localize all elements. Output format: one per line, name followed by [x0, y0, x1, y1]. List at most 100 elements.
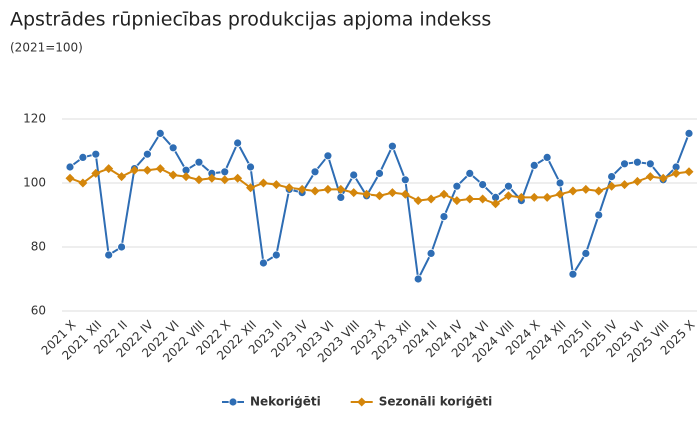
data-point	[78, 178, 88, 188]
data-point	[91, 149, 101, 159]
data-point	[349, 188, 359, 198]
data-point	[168, 143, 178, 153]
legend-marker	[228, 397, 238, 407]
data-point	[478, 180, 488, 190]
data-point	[336, 192, 346, 202]
data-point	[413, 196, 423, 206]
data-point	[323, 184, 333, 194]
data-point	[117, 242, 126, 252]
data-point	[65, 173, 75, 183]
chart-title: Apstrādes rūpniecības produkcijas apjoma…	[10, 9, 491, 31]
legend-marker	[357, 397, 367, 407]
y-tick-label: 60	[31, 304, 46, 318]
data-point	[246, 162, 255, 172]
data-point	[233, 138, 243, 148]
data-point	[504, 181, 513, 191]
data-point	[142, 165, 152, 175]
data-point	[65, 162, 75, 172]
y-tick-label: 80	[31, 240, 46, 254]
data-point	[104, 250, 114, 260]
data-point	[78, 152, 88, 162]
data-point	[645, 159, 655, 169]
data-point	[452, 181, 462, 191]
data-point	[568, 269, 578, 279]
data-point	[362, 189, 372, 199]
data-point	[413, 274, 423, 284]
data-point	[620, 159, 629, 169]
data-point	[387, 141, 397, 151]
chart-subtitle: (2021=100)	[10, 41, 83, 55]
data-point	[323, 151, 333, 161]
data-point	[426, 194, 436, 204]
data-point	[271, 180, 281, 190]
data-point	[233, 173, 243, 183]
data-point	[220, 175, 230, 185]
data-point	[375, 191, 384, 201]
data-point	[426, 248, 436, 258]
data-point	[633, 157, 642, 167]
data-point	[387, 188, 397, 198]
legend-label: Sezonāli koriģēti	[379, 395, 493, 409]
data-point	[181, 172, 191, 182]
data-point	[568, 186, 578, 196]
data-point	[594, 186, 604, 196]
data-point	[439, 212, 449, 222]
data-point	[465, 194, 475, 204]
data-point	[207, 173, 217, 183]
data-point	[671, 168, 681, 178]
data-point	[400, 175, 410, 185]
series-line	[69, 131, 690, 283]
data-point	[129, 165, 139, 175]
data-point	[581, 248, 591, 258]
data-point	[684, 128, 694, 138]
data-point	[194, 175, 204, 185]
data-point	[155, 128, 165, 138]
data-point	[632, 176, 642, 186]
data-point	[645, 172, 655, 182]
data-point	[284, 183, 294, 193]
data-point	[400, 189, 410, 199]
data-point	[155, 164, 165, 174]
data-point	[607, 172, 617, 182]
data-point	[439, 189, 449, 199]
data-point	[104, 164, 114, 174]
data-point	[684, 167, 694, 177]
data-point	[142, 149, 152, 159]
data-point	[258, 178, 268, 188]
data-point	[297, 184, 307, 194]
data-point	[658, 173, 668, 183]
data-point	[542, 152, 552, 162]
data-point	[259, 258, 268, 268]
data-point	[168, 170, 178, 180]
data-point	[310, 186, 320, 196]
data-point	[516, 192, 526, 202]
y-tick-label: 120	[23, 112, 46, 126]
data-point	[555, 189, 565, 199]
data-point	[465, 168, 475, 178]
data-point	[478, 194, 488, 204]
data-point	[529, 192, 539, 202]
data-point	[349, 170, 359, 180]
data-point	[607, 181, 617, 191]
data-point	[117, 172, 127, 182]
y-tick-label: 100	[23, 176, 46, 190]
data-point	[452, 196, 462, 206]
data-point	[220, 167, 230, 177]
data-point	[542, 192, 552, 202]
data-point	[375, 168, 384, 178]
legend-label: Nekoriģēti	[250, 395, 321, 409]
data-point	[336, 184, 346, 194]
data-point	[503, 191, 513, 201]
data-point	[310, 167, 320, 177]
data-point	[194, 157, 204, 167]
data-point	[581, 184, 591, 194]
data-point	[91, 168, 101, 178]
data-point	[491, 199, 501, 209]
data-point	[620, 180, 630, 190]
data-point	[246, 183, 256, 193]
data-point	[271, 250, 281, 260]
data-point	[529, 160, 539, 170]
data-point	[555, 178, 565, 188]
data-point	[594, 210, 604, 220]
